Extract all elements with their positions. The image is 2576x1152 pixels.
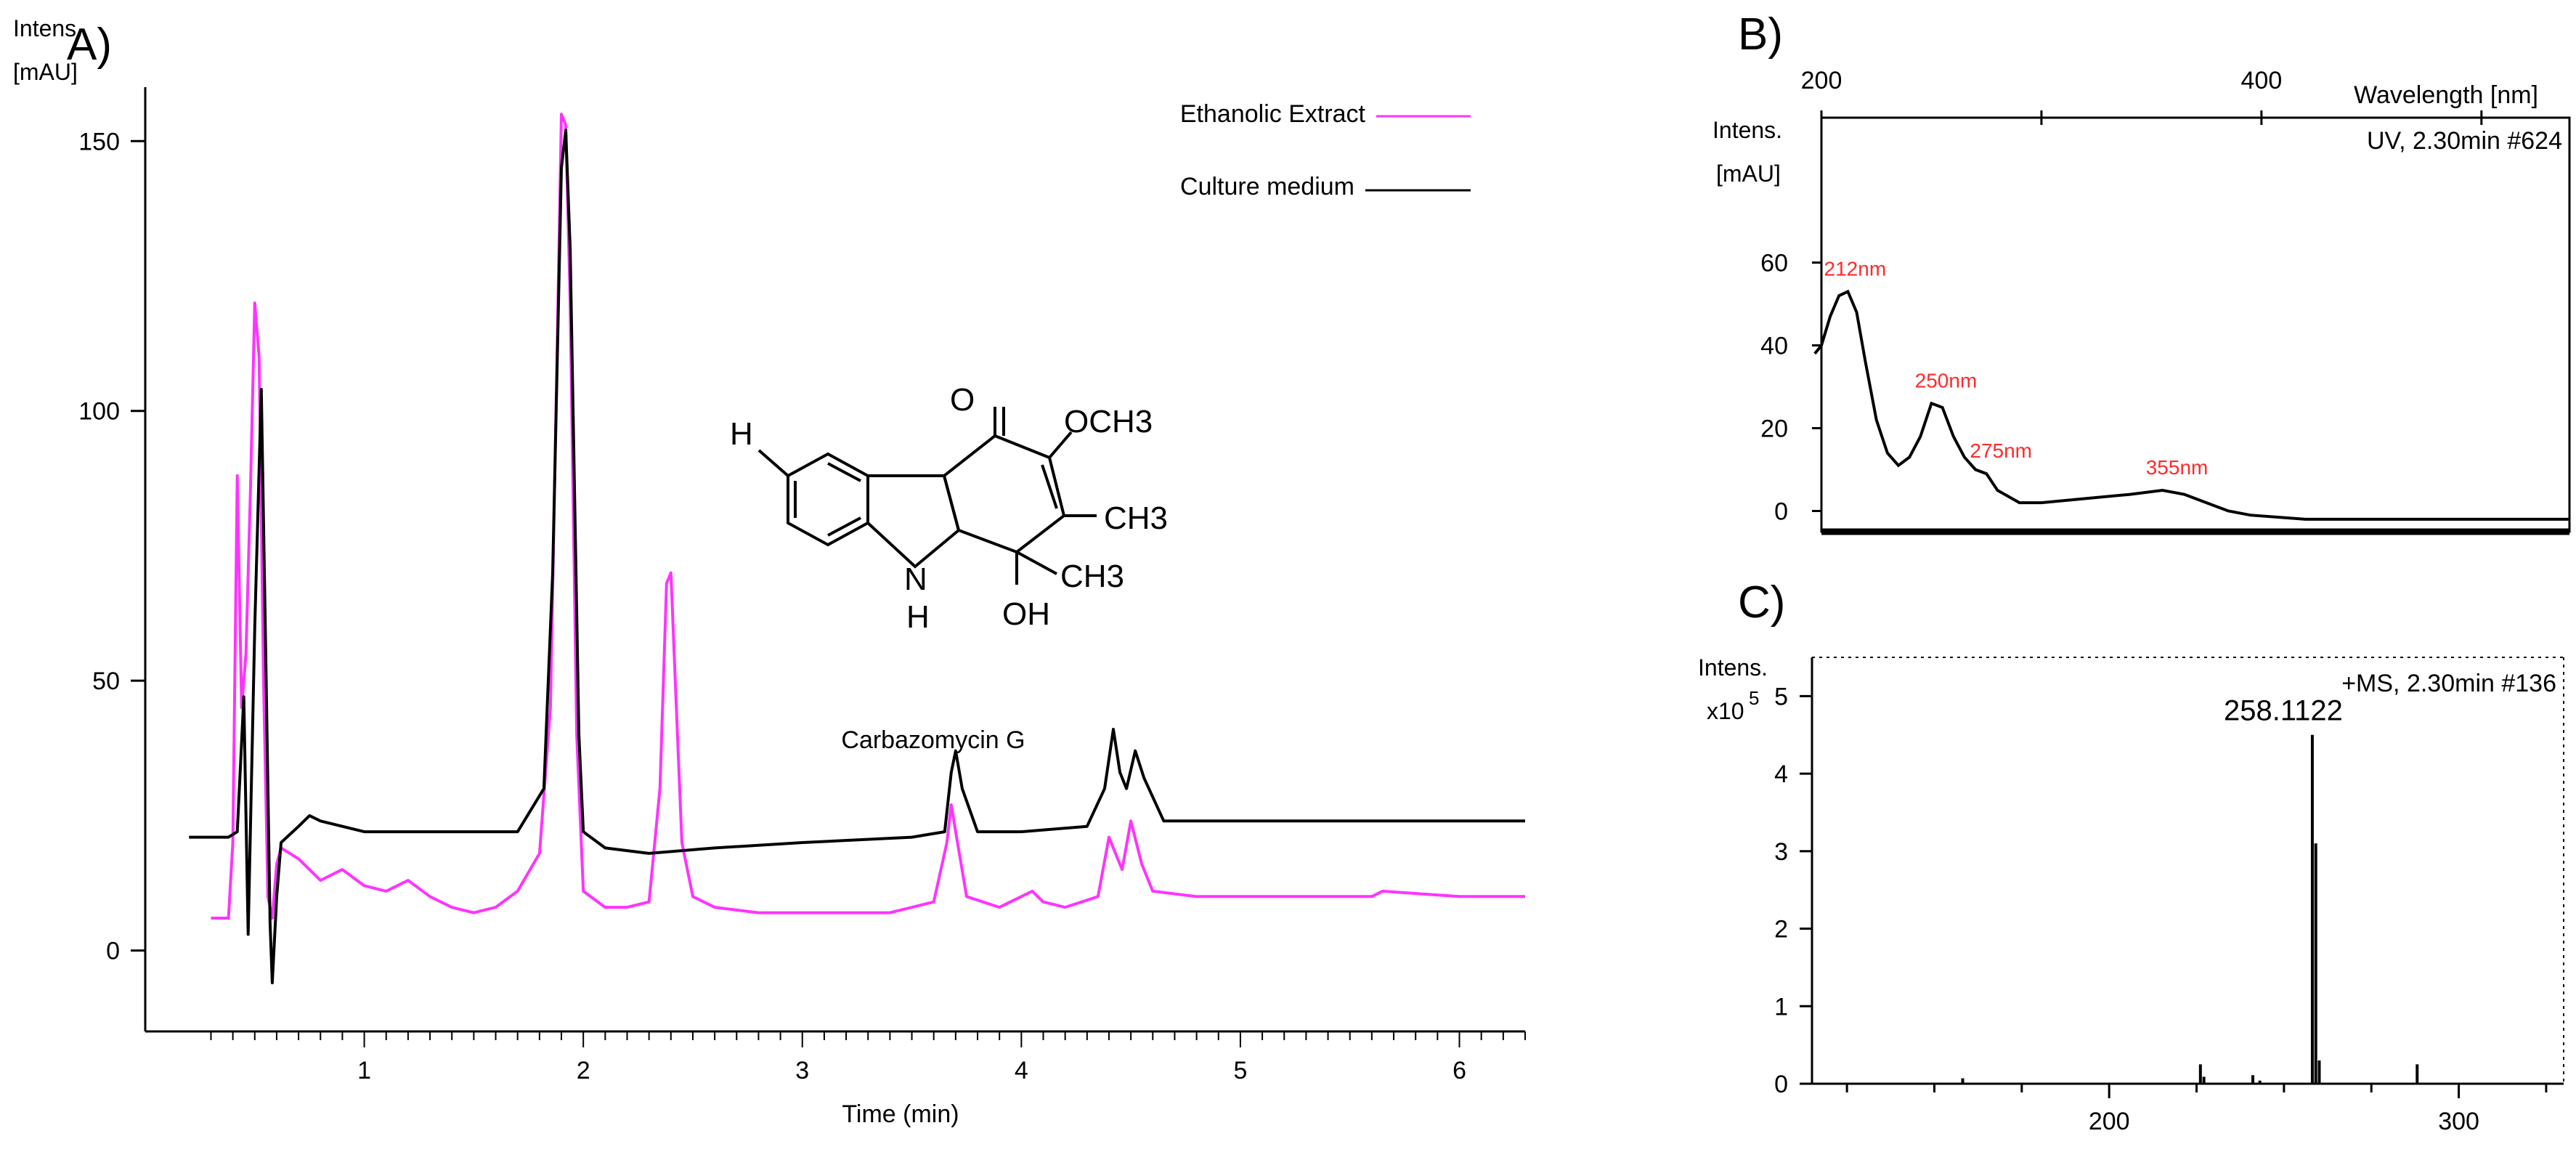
panel-b-peak-labels: 212nm 250nm 275nm 355nm [1824,257,2209,479]
panel-a-ytick-label-3: 150 [78,128,120,155]
panel-b-spectrum-label: UV, 2.30min #624 [2367,127,2562,155]
panel-c-ytick-label-3: 3 [1774,838,1788,866]
panel-b-ytick-label-1: 20 [1760,415,1788,443]
panel-c-ylabel-line1: Intens. [1698,654,1768,681]
panel-c-ytick-label-5: 5 [1774,683,1788,710]
panel-b-series [1813,289,2569,521]
structure-labels: O OCH3 CH3 CH3 OH H N H Carbazomycin G [730,382,1168,754]
panel-a-ytick-label-2: 100 [78,398,120,426]
panel-a-xtick-label-2: 3 [795,1057,809,1084]
structure-benzene-ring [787,452,869,547]
panel-a-ytick-label-0: 0 [106,938,120,965]
panel-a-xtick-label-1: 2 [577,1057,590,1084]
atom-label-n: N [904,561,927,597]
panel-b-ytick-label-2: 40 [1760,333,1788,360]
legend-label-ethanolic: Ethanolic Extract [1180,100,1366,128]
panel-c-xtick-label-0: 200 [2089,1108,2130,1135]
panel-c-ytick-label-2: 2 [1774,916,1788,944]
uv-peak-label-2: 275nm [1970,439,2032,462]
compound-name: Carbazomycin G [841,726,1025,754]
panel-b-ytick-label-0: 0 [1774,498,1788,526]
panel-b-letter: B) [1738,9,1783,60]
uv-peak-label-3: 355nm [2146,456,2209,479]
series-line-0 [211,113,1525,920]
panel-b-xtick-label-0: 200 [1801,67,1842,94]
panel-c-ylabel-exponent: 5 [1749,687,1759,709]
panel-a-xlabel: Time (min) [842,1100,959,1128]
atom-label-oh: OH [1002,596,1050,632]
structure-pyrrole-ring [866,474,961,569]
atom-label-o: O [950,382,975,418]
panel-b-x-ticks: 200 400 [1801,67,2483,125]
panel-c-ytick-label-0: 0 [1774,1071,1788,1098]
panel-c-spectrum-label: +MS, 2.30min #136 [2341,670,2556,697]
atom-label-ch3-b: CH3 [1060,559,1124,594]
panel-b-xtick-label-1: 400 [2241,67,2283,94]
panel-a-series [189,113,1525,985]
panel-a: A) Intens. [mAU] 0 50 100 150 1 2 3 4 5 6 Time (… [13,15,1526,1128]
panel-b-y-ticks: 0 20 40 60 [1760,250,1821,526]
panel-c-ytick-label-1: 1 [1774,993,1788,1021]
panel-a-ytick-label-1: 50 [92,668,120,695]
atom-label-nh: H [906,599,930,635]
panel-a-x-ticks: 1 2 3 4 5 6 [210,1031,1526,1084]
legend-label-culture: Culture medium [1180,173,1354,200]
panel-c-peak-label: 258.1122 [2224,695,2343,727]
panel-b-xlabel: Wavelength [nm] [2354,81,2538,109]
panel-a-y-ticks: 0 50 100 150 [78,128,145,965]
carbazomycin-structure [757,407,1097,585]
panel-a-xtick-label-0: 1 [357,1057,371,1084]
panel-b-ylabel-line1: Intens. [1712,117,1782,143]
atom-label-h-top: H [730,416,753,452]
series-line-1 [189,129,1525,985]
panel-a-ylabel-line2: [mAU] [13,59,78,85]
atom-label-ch3-a: CH3 [1104,500,1168,536]
atom-label-och3: OCH3 [1064,404,1153,439]
panel-c-ylabel-line2: x10 [1707,698,1744,724]
structure-quinone-ring [942,434,1066,554]
panel-b: B) 200 400 0 20 40 60 212nm 250nm 275nm 355nm I… [1712,9,2571,535]
panel-a-legend: Ethanolic Extract Culture medium [1180,100,1471,200]
uv-peak-label-0: 212nm [1824,257,1887,280]
panel-c-x-ticks: 200 300 [1845,1084,2548,1135]
panel-a-xtick-label-4: 5 [1233,1057,1247,1084]
panel-b-ytick-label-3: 60 [1760,250,1788,277]
uv-spectrum-line [1813,289,2569,521]
panel-a-letter: A) [67,20,112,70]
uv-peak-label-1: 250nm [1915,369,1978,392]
panel-c-letter: C) [1738,577,1785,628]
panel-a-xtick-label-5: 6 [1452,1057,1466,1084]
panel-b-ylabel-line2: [mAU] [1716,161,1781,187]
panel-a-ylabel-line1: Intens. [13,15,83,41]
panel-a-xtick-label-3: 4 [1015,1057,1028,1084]
panel-c-xtick-label-1: 300 [2438,1108,2479,1135]
panel-c-ytick-label-4: 4 [1774,760,1788,788]
panel-c-y-ticks: 0 1 2 3 4 5 [1774,683,1812,1098]
panel-c: C) 200 300 0 1 2 3 4 5 Intens. x10 5 +MS, 2.30… [1698,577,2564,1135]
panel-c-peaks [1961,734,2419,1084]
